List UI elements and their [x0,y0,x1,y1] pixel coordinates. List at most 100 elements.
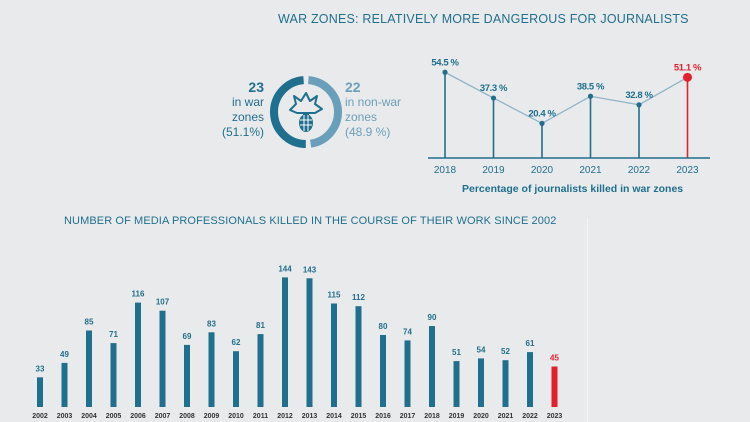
bar-value-label: 116 [132,290,145,299]
donut-slice-war [270,76,307,148]
line-value-label: 32.8 % [625,90,653,101]
line-point [587,93,594,99]
line-year-label: 2023 [676,165,699,176]
donut-chart [270,76,342,148]
bar-value-label: 61 [526,339,535,348]
line-year-label: 2018 [434,165,457,176]
bar-value-label: 85 [85,318,94,327]
bar [331,303,337,407]
line-year-label: 2021 [579,165,602,176]
bar-value-label: 33 [36,364,45,373]
bar-year-label: 2006 [130,413,146,420]
bar-value-label: 115 [328,291,341,300]
bar-year-label: 2005 [106,413,122,420]
bar [208,332,215,407]
bar-value-label: 51 [452,348,461,357]
line-point [442,69,448,75]
non-war-zones-label-2: zones [345,110,378,124]
donut-slice-non-war [307,76,342,148]
non-war-zones-stat: 22 in non-war zones (48.9 %) [345,80,425,140]
war-zones-count: 23 [248,79,264,95]
bar-year-label: 2016 [375,413,391,420]
bar [110,343,117,407]
bar-year-label: 2021 [498,413,514,420]
bar-value-label: 69 [183,332,192,341]
bar-year-label: 2017 [400,413,416,420]
bar-year-label: 2020 [473,413,489,420]
bar-year-label: 2007 [155,413,171,420]
bar [184,344,190,407]
bar-year-label: 2011 [253,413,268,420]
non-war-zones-label-1: in non-war [345,95,402,109]
bar [37,377,43,407]
bar-value-label: 49 [60,350,69,359]
line-year-label: 2022 [628,165,651,176]
bar-value-label: 112 [352,293,365,302]
line-point [683,72,692,82]
bar [453,361,460,407]
bar [306,278,313,407]
grenade-explosion-icon [289,92,323,132]
bar-value-label: 144 [278,264,292,273]
bar [380,335,386,407]
bar-year-label: 2018 [424,413,440,420]
line-value-label: 20.4 % [528,108,556,119]
bar [478,358,484,407]
line-chart-caption: Percentage of journalists killed in war … [462,183,684,195]
bar-value-label: 143 [303,265,317,274]
bar [135,302,141,407]
line-value-label: 51.1 % [674,62,702,73]
bar-year-label: 2012 [277,413,293,420]
bar [429,326,435,407]
bar-value-label: 62 [232,338,241,347]
war-zones-title: WAR ZONES: RELATIVELY MORE DANGEROUS FOR… [278,12,689,26]
bar-value-label: 107 [156,298,170,307]
bar [257,334,264,407]
line-value-label: 54.5 % [431,57,459,68]
bar-year-label: 2022 [522,413,538,420]
bar [551,366,558,407]
bar-value-label: 45 [550,354,559,363]
bar [502,360,509,407]
bar-value-label: 54 [477,345,486,354]
bar [527,352,533,407]
war-zones-label-2: zones [231,110,264,124]
bar-year-label: 2003 [57,413,73,420]
bar-value-label: 74 [403,327,412,336]
war-zones-pct: (51.1%) [221,125,264,139]
war-zones-stat: 23 in war zones (51.1%) [200,80,264,140]
line-year-label: 2020 [531,165,554,176]
line-value-label: 37.3 % [480,83,508,94]
line-point [636,102,642,108]
non-war-zones-count: 22 [345,79,361,95]
line-point [490,95,497,101]
bar [282,277,288,407]
bar-value-label: 81 [256,321,265,330]
bar [86,330,92,407]
line-value-label: 38.5 % [577,81,605,92]
line-point [539,120,545,126]
bar-year-label: 2015 [351,413,367,420]
bar-year-label: 2009 [204,413,220,420]
war-zones-label-1: in war [231,95,264,109]
bar [233,351,239,407]
bar-year-label: 2013 [302,413,318,420]
bar-value-label: 80 [379,322,388,331]
line-year-label: 2019 [482,165,505,176]
media-killed-bar-chart: 33 2002 49 2003 85 2004 71 2005 116 2006 107 2007 69… [32,264,563,420]
bar-value-label: 71 [109,330,118,339]
bar [355,306,362,407]
bar-year-label: 2023 [547,413,563,420]
media-killed-title: NUMBER OF MEDIA PROFESSIONALS KILLED IN … [64,215,557,227]
bar [61,362,68,407]
bar-year-label: 2008 [179,413,195,420]
war-zone-percentage-chart: 54.5 % 2018 37.3 % 2019 20.4 % 2020 38.5 % 2021… [428,57,710,176]
divider [587,218,588,422]
bar-value-label: 52 [501,347,510,356]
bar-year-label: 2002 [32,413,48,420]
bar-value-label: 83 [207,319,216,328]
non-war-zones-pct: (48.9 %) [345,125,391,139]
percentage-series-line [444,71,688,125]
bar [159,310,166,407]
bar-year-label: 2004 [81,413,97,420]
